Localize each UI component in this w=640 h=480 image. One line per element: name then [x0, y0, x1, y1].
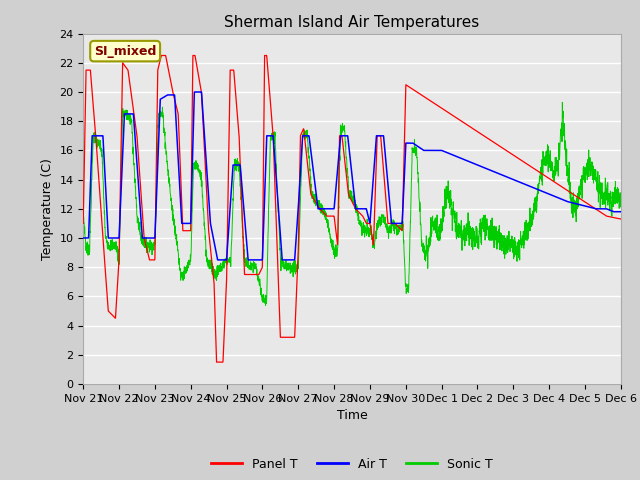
Text: SI_mixed: SI_mixed [94, 45, 156, 58]
Y-axis label: Temperature (C): Temperature (C) [41, 158, 54, 260]
Title: Sherman Island Air Temperatures: Sherman Island Air Temperatures [225, 15, 479, 30]
Legend: Panel T, Air T, Sonic T: Panel T, Air T, Sonic T [206, 453, 498, 476]
X-axis label: Time: Time [337, 409, 367, 422]
